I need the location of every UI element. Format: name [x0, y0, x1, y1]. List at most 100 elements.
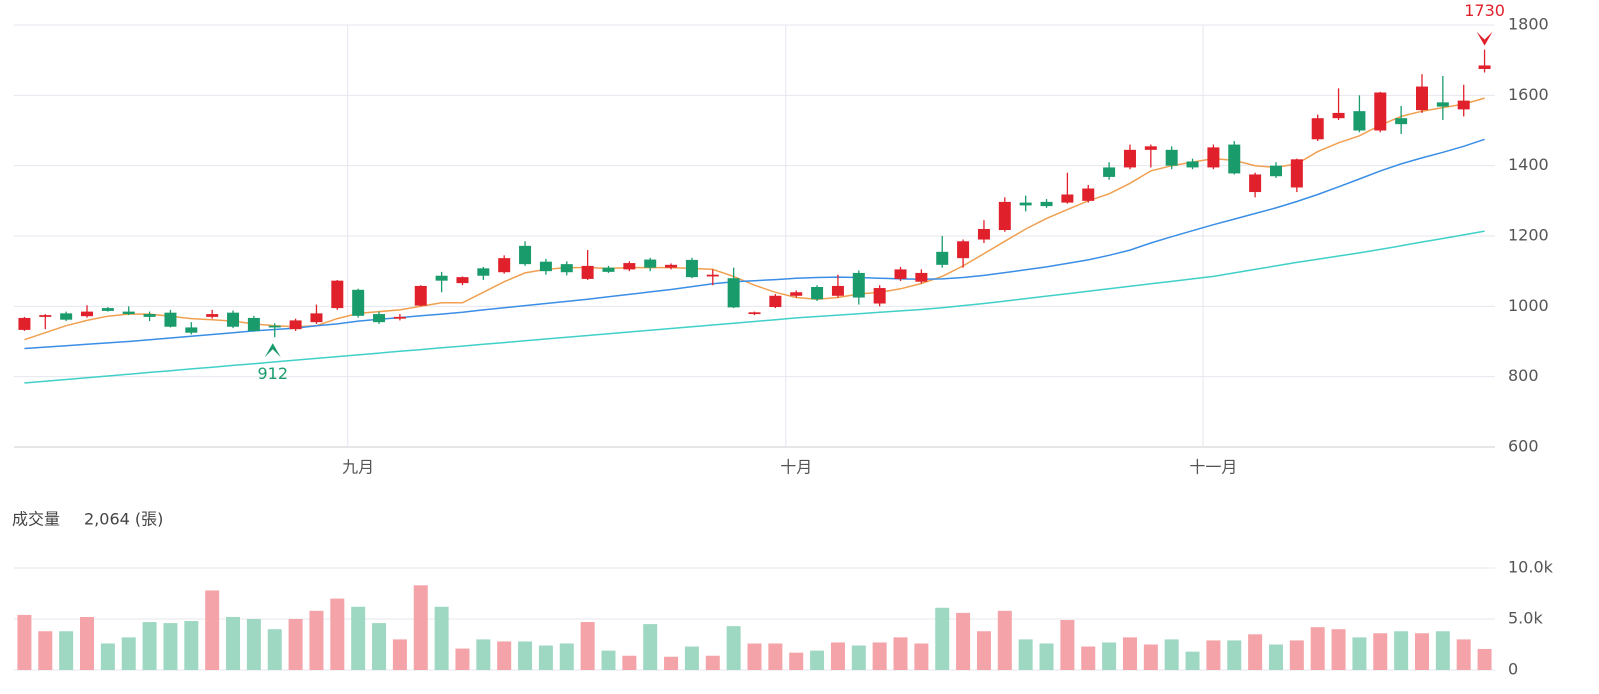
candle-body [352, 289, 365, 316]
candle-body [727, 278, 740, 308]
candle-body [81, 311, 94, 317]
candle-body [164, 312, 177, 327]
candle-body [289, 320, 302, 330]
volume-bar [1289, 640, 1304, 670]
volume-bar [684, 646, 699, 670]
volume-bar [705, 655, 720, 670]
candle-body [268, 325, 281, 328]
volume-value-label: 2,064 (張) [84, 510, 163, 529]
candle-body [414, 285, 427, 306]
low-marker [264, 343, 281, 358]
volume-bar [1122, 637, 1137, 670]
volume-bar [309, 610, 324, 670]
volume-bar [747, 643, 762, 670]
y-tick-label: 600 [1508, 437, 1539, 456]
candle-body [1165, 149, 1178, 166]
y-tick-label: 1200 [1508, 226, 1549, 245]
y-tick-label: 5.0k [1508, 609, 1543, 628]
candle-body [1332, 112, 1345, 119]
candle-body [769, 295, 782, 308]
volume-bar [601, 650, 616, 670]
candle-body [644, 259, 657, 268]
candle-body [1019, 202, 1032, 206]
candle-body [1061, 194, 1074, 203]
candle-body [1186, 161, 1199, 168]
candle-body [310, 313, 323, 323]
volume-bar [121, 637, 136, 670]
volume-bar [392, 639, 407, 670]
high-label: 1730 [1464, 1, 1505, 20]
volume-bar [726, 626, 741, 670]
volume-bar [455, 648, 470, 670]
candle-body [852, 272, 865, 298]
low-label: 912 [257, 364, 288, 383]
candle-body [18, 317, 31, 330]
candle-body [1353, 111, 1366, 131]
volume-bar [1060, 620, 1075, 670]
y-tick-label: 1400 [1508, 155, 1549, 174]
volume-bar [1227, 640, 1242, 670]
moving-average-line [24, 230, 1485, 384]
candle-body [623, 263, 636, 270]
candle-body [977, 228, 990, 240]
candle-body [185, 327, 198, 333]
volume-bar [935, 607, 950, 670]
candle-body [498, 258, 511, 273]
volume-bar [267, 629, 282, 670]
volume-bar [330, 598, 345, 670]
candle-body [456, 277, 469, 284]
volume-bar [1164, 639, 1179, 670]
candle-body [811, 286, 824, 300]
volume-bar [872, 642, 887, 670]
volume-bar [1373, 633, 1388, 670]
candle-body [831, 285, 844, 296]
candle-body [1249, 174, 1262, 193]
volume-bar [1143, 644, 1158, 670]
candle-body [1144, 146, 1157, 150]
volume-bar [810, 650, 825, 670]
volume-bar [205, 590, 220, 670]
volume-bar [1414, 633, 1429, 670]
volume-bar [142, 622, 157, 670]
volume-bar [1331, 629, 1346, 670]
y-tick-label: 1000 [1508, 296, 1549, 315]
volume-bar [893, 637, 908, 670]
volume-bar [622, 655, 637, 670]
volume-bar [914, 643, 929, 670]
volume-bar [497, 641, 512, 670]
candle-body [1457, 100, 1470, 110]
candle-body [101, 308, 114, 311]
candle-body [331, 280, 344, 309]
candle-body [1395, 118, 1408, 125]
volume-bar [559, 643, 574, 670]
volume-bar [1248, 634, 1263, 670]
candle-body [915, 272, 928, 282]
candle-body [1228, 144, 1241, 174]
volume-bar [1102, 642, 1117, 670]
volume-bar [372, 623, 387, 670]
candle-body [685, 259, 698, 278]
volume-bar [976, 631, 991, 670]
candle-body [665, 264, 678, 268]
candle-body [60, 313, 73, 320]
volume-bar [1206, 640, 1221, 670]
candle-body [1374, 92, 1387, 131]
volume-bar [1352, 637, 1367, 670]
volume-bar [17, 614, 32, 670]
candle-body [539, 261, 552, 272]
volume-bar [1456, 639, 1471, 670]
candle-body [1123, 149, 1136, 168]
candle-body [1311, 118, 1324, 140]
high-marker [1476, 31, 1493, 46]
volume-bar [184, 621, 199, 670]
volume-bar [1185, 651, 1200, 670]
volume-bar [163, 623, 178, 670]
volume-bar [1310, 627, 1325, 670]
volume-bar [518, 641, 533, 670]
volume-bar [956, 612, 971, 670]
volume-bar [1394, 631, 1409, 670]
candle-body [39, 315, 52, 317]
candle-body [393, 316, 406, 319]
candle-body [122, 311, 135, 315]
